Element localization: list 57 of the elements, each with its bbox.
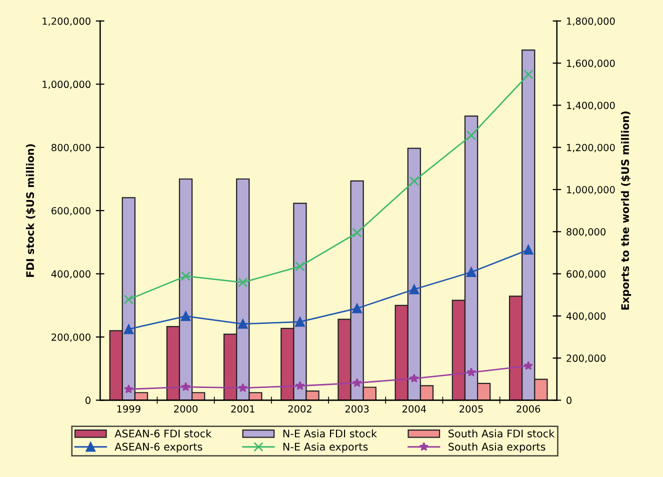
x-tick-label: 2005 [460, 405, 483, 413]
point [124, 294, 134, 304]
y-axis-title: FDI stock ($US million) [26, 144, 36, 277]
y2-tick-label: 1,600,000 [567, 60, 615, 68]
y2-tick-label: 1,200,000 [567, 144, 615, 152]
point [352, 303, 362, 314]
point [352, 378, 362, 387]
y-tick-label: 400,000 [51, 270, 90, 279]
y2-tick-label: 0 [566, 396, 572, 404]
point [410, 374, 419, 383]
point [180, 271, 191, 281]
point [524, 361, 534, 370]
legend-label: N-E Asia exports [283, 442, 368, 453]
point [238, 319, 248, 329]
point [409, 284, 420, 294]
y2-tick-label: 1,800,000 [567, 17, 615, 26]
x-tick-label: 2001 [231, 405, 254, 413]
x-tick-label: 2004 [402, 405, 426, 413]
y-tick-label: 600,000 [52, 207, 90, 216]
point [124, 324, 134, 334]
y2-axis-title: Exports to the world ($US million) [620, 112, 632, 310]
y-tick-label: 0 [86, 396, 90, 404]
point [466, 368, 476, 376]
x-tick-label: 1999 [117, 405, 140, 413]
point [524, 70, 534, 80]
y2-tick-label: 600,000 [566, 270, 606, 279]
x-tick-label: 2000 [174, 405, 198, 413]
point [238, 383, 248, 392]
point [124, 384, 134, 394]
y2-tick-label: 1,000,000 [567, 186, 615, 194]
point [524, 244, 534, 255]
point [295, 381, 305, 390]
point [466, 130, 476, 140]
legend-label: South Asia FDI stock [448, 429, 555, 438]
point [409, 176, 420, 186]
y2-tick-label: 800,000 [566, 228, 606, 236]
y2-tick-label: 400,000 [566, 312, 606, 321]
point [466, 267, 476, 277]
legend-label: N-E Asia FDI stock [283, 429, 377, 438]
y-tick-label: 1,000,000 [42, 80, 90, 90]
y-tick-label: 1,200,000 [42, 17, 90, 26]
point [238, 278, 248, 288]
x-tick-label: 2006 [516, 405, 540, 413]
x-tick-label: 2002 [288, 405, 312, 413]
y-tick-label: 200,000 [52, 333, 90, 342]
point [181, 382, 190, 391]
y2-tick-label: 1,400,000 [567, 102, 615, 110]
y-tick-label: 800,000 [52, 144, 90, 152]
point [295, 262, 305, 272]
point [180, 311, 191, 322]
point [352, 228, 362, 238]
legend-label: ASEAN-6 exports [114, 442, 202, 453]
y2-tick-label: 200,000 [566, 354, 606, 363]
legend-label: ASEAN-6 FDI stock [114, 429, 212, 438]
x-tick-label: 2003 [345, 405, 369, 413]
legend-label: South Asia exports [448, 442, 546, 453]
point [295, 316, 305, 327]
